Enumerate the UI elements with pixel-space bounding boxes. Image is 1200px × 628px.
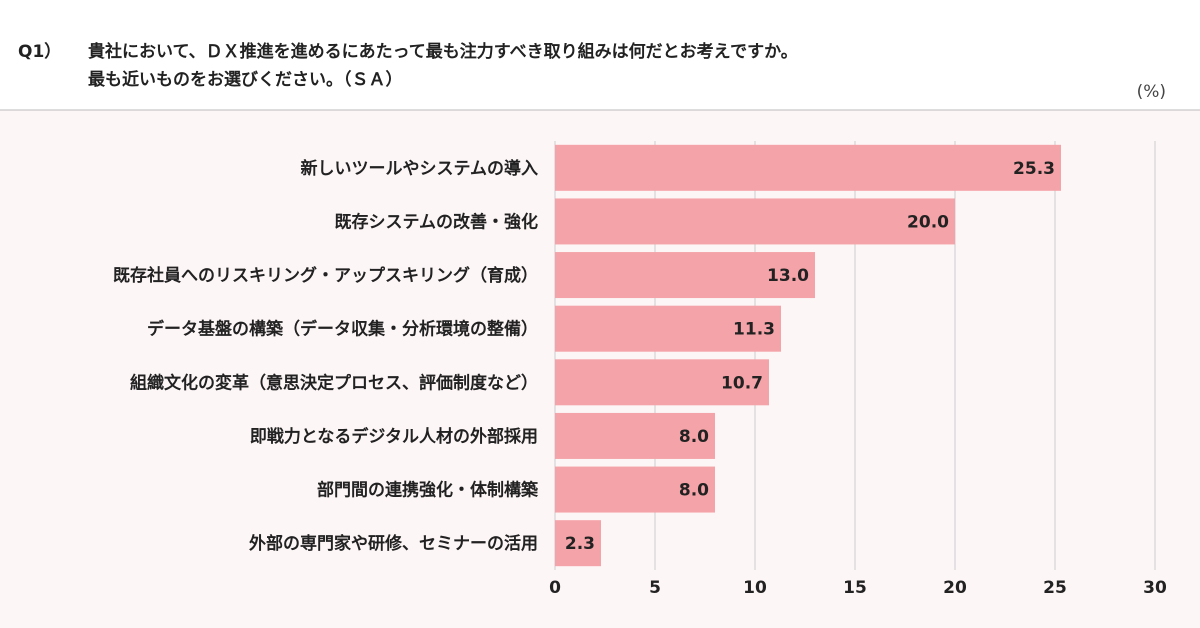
chart-title: 最も近いものをお選びください。（ＳＡ） bbox=[88, 69, 403, 90]
x-tick-label: 25 bbox=[1043, 578, 1067, 598]
y-tick-label: 即戦力となるデジタル人材の外部採用 bbox=[250, 426, 538, 447]
x-tick-label: 0 bbox=[549, 578, 561, 598]
bar bbox=[555, 466, 715, 513]
value-label: 8.0 bbox=[679, 427, 709, 447]
y-tick-label: 外部の専門家や研修、セミナーの活用 bbox=[249, 533, 538, 554]
bar bbox=[555, 305, 781, 352]
y-tick-label: 既存システムの改善・強化 bbox=[335, 211, 539, 232]
value-label: 25.3 bbox=[1013, 159, 1055, 179]
value-label: 2.3 bbox=[565, 534, 595, 554]
bar bbox=[555, 359, 769, 406]
chart-title: 貴社において、ＤＸ推進を進めるにあたって最も注力すべき取り組みは何だとお考えです… bbox=[88, 41, 798, 62]
bar bbox=[555, 144, 1061, 191]
question-number: Q1） bbox=[18, 41, 61, 62]
y-tick-label: データ基盤の構築（データ収集・分析環境の整備） bbox=[147, 319, 538, 340]
x-tick-label: 15 bbox=[843, 578, 867, 598]
header-bg bbox=[0, 0, 1200, 110]
bar bbox=[555, 520, 601, 567]
y-tick-label: 既存社員へのリスキリング・アップスキリング（育成） bbox=[113, 265, 538, 286]
value-label: 11.3 bbox=[733, 320, 775, 340]
value-label: 10.7 bbox=[721, 373, 763, 393]
x-tick-label: 30 bbox=[1143, 578, 1167, 598]
value-label: 20.0 bbox=[907, 212, 949, 232]
x-tick-label: 10 bbox=[743, 578, 767, 598]
unit-label: (%) bbox=[1137, 82, 1166, 102]
bar bbox=[555, 412, 715, 459]
x-tick-label: 20 bbox=[943, 578, 967, 598]
y-tick-label: 新しいツールやシステムの導入 bbox=[301, 158, 539, 179]
x-tick-label: 5 bbox=[649, 578, 661, 598]
bar bbox=[555, 252, 815, 299]
y-tick-label: 部門間の連携強化・体制構築 bbox=[317, 480, 539, 501]
value-label: 13.0 bbox=[767, 266, 809, 286]
value-label: 8.0 bbox=[679, 481, 709, 501]
bar bbox=[555, 198, 955, 245]
y-tick-label: 組織文化の変革（意思決定プロセス、評価制度など） bbox=[130, 372, 538, 393]
